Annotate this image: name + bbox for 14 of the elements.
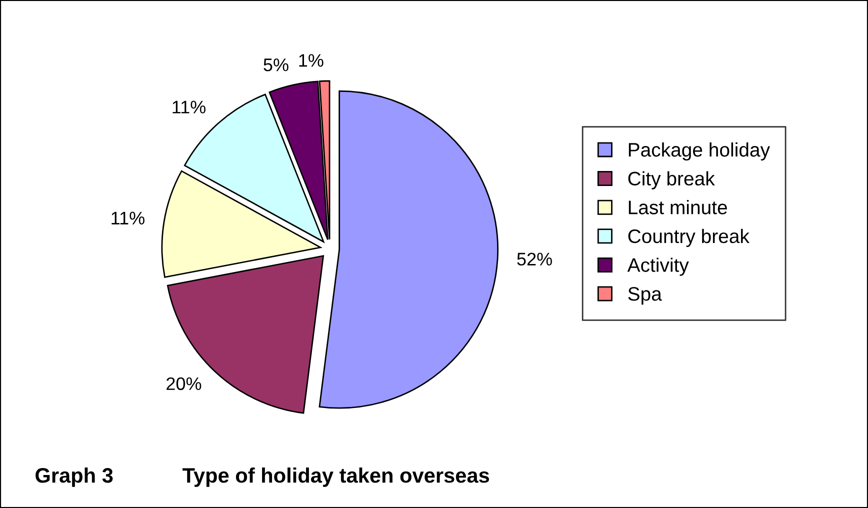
data-label: 1% — [299, 54, 324, 67]
data-label: 52% — [517, 252, 552, 266]
legend-label: City break — [628, 171, 715, 190]
legend-label: Country break — [628, 228, 750, 247]
legend-label: Spa — [628, 287, 662, 305]
text: Graph 3 — [36, 468, 113, 487]
text: Type of holiday taken overseas — [182, 468, 490, 487]
legend-label: Last minute — [628, 200, 727, 214]
legend-label: Activity — [627, 258, 689, 276]
data-label: 11% — [172, 100, 206, 114]
data-label: 5% — [264, 58, 288, 72]
data-label: 11% — [112, 212, 144, 224]
data-label: 20% — [166, 377, 202, 390]
legend-label: Package holiday — [628, 142, 770, 161]
